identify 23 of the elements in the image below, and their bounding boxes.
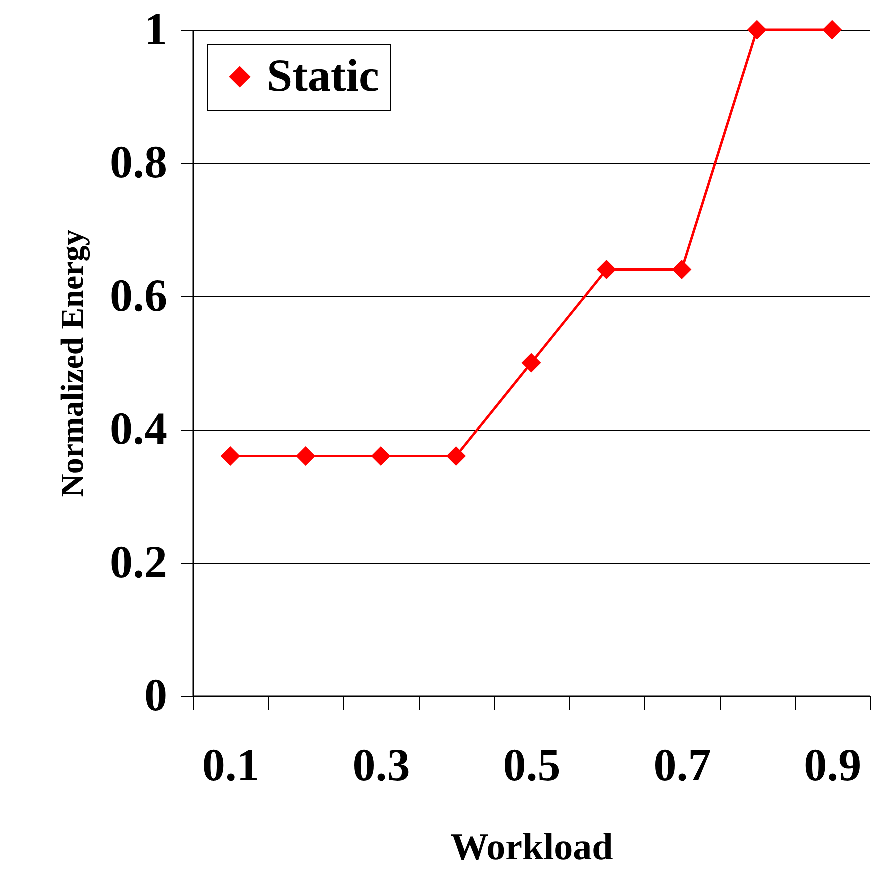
y-tick-label: 0.4 bbox=[110, 403, 168, 454]
point bbox=[522, 353, 542, 373]
x-tick-label: 0.9 bbox=[804, 740, 862, 790]
x-tick-label: 0.7 bbox=[654, 740, 712, 790]
y-axis-title: Normalized Energy bbox=[54, 230, 91, 498]
point bbox=[296, 446, 316, 466]
point bbox=[822, 20, 842, 40]
legend-label: Static bbox=[267, 50, 380, 101]
x-axis-title: Workload bbox=[450, 826, 614, 868]
point bbox=[747, 20, 767, 40]
point bbox=[371, 446, 391, 466]
x-tick-label: 0.5 bbox=[503, 740, 561, 790]
point bbox=[672, 260, 692, 280]
point bbox=[220, 446, 240, 466]
y-tick-label: 1 bbox=[144, 4, 168, 54]
point bbox=[446, 446, 466, 466]
point bbox=[596, 260, 616, 280]
x-tick-label: 0.1 bbox=[202, 740, 260, 790]
x-tick-label: 0.3 bbox=[352, 740, 410, 790]
y-tick-label: 0.2 bbox=[110, 536, 168, 588]
y-tick-label: 0 bbox=[144, 670, 168, 720]
y-tick-label: 0.8 bbox=[110, 136, 168, 188]
y-tick-label: 0.6 bbox=[110, 270, 168, 321]
